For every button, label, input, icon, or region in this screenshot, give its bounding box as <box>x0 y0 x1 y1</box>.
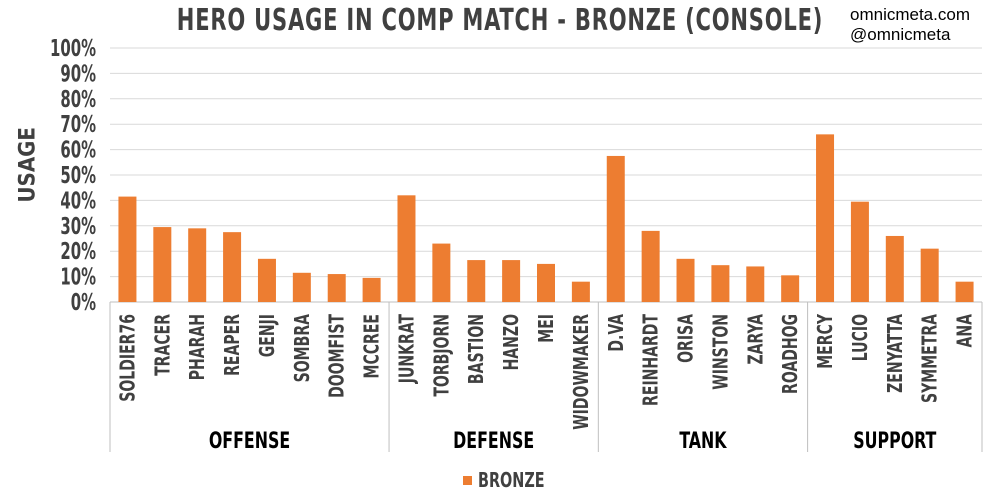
legend: BRONZE <box>463 468 561 492</box>
bar <box>292 272 311 302</box>
group-label: DEFENSE <box>453 428 534 453</box>
bar <box>850 201 869 302</box>
bar <box>606 155 625 302</box>
chart-title: HERO USAGE IN COMP MATCH - BRONZE (CONSO… <box>176 3 824 38</box>
y-tick-labels: 0%10%20%30%40%50%60%70%80%90%100% <box>50 34 96 316</box>
bar <box>955 281 974 302</box>
x-tick-label: LUCIO <box>849 314 872 361</box>
x-tick-label: ROADHOG <box>779 314 802 394</box>
credit-handle: @omnicmeta <box>850 25 951 44</box>
y-tick-label: 0% <box>71 288 96 316</box>
y-tick-label: 20% <box>60 237 96 265</box>
bar <box>537 263 555 302</box>
bar <box>467 260 486 302</box>
y-tick-label: 70% <box>60 110 96 138</box>
x-tick-label: REAPER <box>221 314 244 376</box>
x-tick-label: SOLDIER76 <box>117 314 140 402</box>
bar <box>885 235 904 302</box>
bar <box>676 258 695 302</box>
category-groups: OFFENSE DEFENSE TANK SUPPORT <box>109 302 983 454</box>
bar <box>432 243 451 302</box>
bar <box>327 274 346 302</box>
x-tick-label: SYMMETRA <box>919 314 942 403</box>
x-tick-label: SOMBRA <box>291 314 314 383</box>
x-tick-label: GENJI <box>256 314 279 357</box>
bar <box>571 281 590 302</box>
x-tick-label: BASTION <box>465 314 488 384</box>
group-label: OFFENSE <box>209 428 290 453</box>
bar <box>397 195 416 302</box>
y-tick-label: 30% <box>60 212 96 240</box>
y-tick-label: 60% <box>60 136 96 164</box>
legend-swatch <box>463 475 472 485</box>
legend-label: BRONZE <box>478 468 545 492</box>
x-tick-label: MCCREE <box>361 314 384 379</box>
x-tick-labels: SOLDIER76 TRACER PHARAH REAPER GENJI SOMBRA DO… <box>117 314 978 430</box>
bar <box>641 230 660 302</box>
x-tick-label: D.VA <box>605 314 628 352</box>
x-tick-label: ORISA <box>675 314 698 363</box>
bar <box>223 232 242 302</box>
x-tick-label: WIDOWMAKER <box>570 314 593 430</box>
grid-lines <box>110 47 982 303</box>
x-tick-label: PHARAH <box>186 314 209 380</box>
bar <box>746 266 765 302</box>
x-tick-label: TRACER <box>151 314 174 376</box>
x-tick-label: WINSTON <box>710 314 733 390</box>
x-tick-label: ZARYA <box>744 314 767 365</box>
group-label: SUPPORT <box>853 428 937 453</box>
x-tick-label: JUNKRAT <box>396 314 419 384</box>
x-tick-label: HANZO <box>500 314 523 370</box>
bars <box>118 134 974 302</box>
credit-site: omnicmeta.com <box>850 5 970 24</box>
bar <box>816 134 835 302</box>
bar <box>502 260 521 302</box>
bar <box>153 227 172 302</box>
y-tick-label: 50% <box>60 161 96 189</box>
x-tick-label: DOOMFIST <box>326 314 349 398</box>
group-label: TANK <box>679 428 727 453</box>
y-tick-label: 10% <box>60 263 96 291</box>
x-tick-label: REINHARDT <box>640 314 663 406</box>
x-tick-label: MEI <box>535 314 558 343</box>
x-tick-label: TORBJORN <box>431 314 454 397</box>
bar <box>362 277 381 302</box>
bar <box>188 228 207 302</box>
y-tick-label: 40% <box>60 187 96 215</box>
bar <box>920 248 939 302</box>
bar <box>711 265 730 302</box>
bar <box>781 275 800 302</box>
bar <box>118 196 137 302</box>
bar <box>257 258 276 302</box>
x-tick-label: ANA <box>954 314 977 348</box>
y-tick-label: 90% <box>60 60 96 88</box>
y-tick-label: 80% <box>60 85 96 113</box>
y-tick-label: 100% <box>50 34 96 62</box>
x-tick-label: MERCY <box>814 314 837 369</box>
x-tick-label: ZENYATTA <box>884 314 907 393</box>
